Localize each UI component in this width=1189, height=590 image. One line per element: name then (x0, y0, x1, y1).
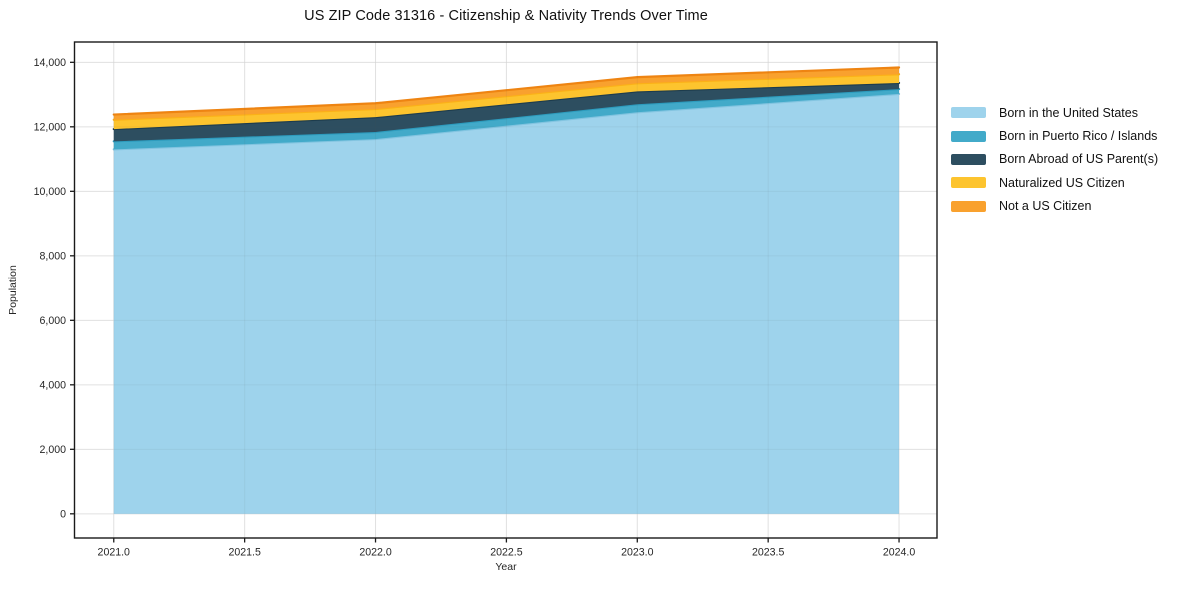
y-tick-label: 2,000 (39, 444, 66, 456)
x-tick-label: 2023.0 (621, 547, 654, 559)
legend-swatch-icon (951, 200, 986, 212)
legend-label: Naturalized US Citizen (999, 175, 1125, 190)
area-edge-line (112, 66, 901, 116)
y-tick-label: 0 (60, 508, 66, 520)
area-born-in-the-united-states (113, 93, 900, 514)
legend-item: Naturalized US Citizen (951, 171, 1158, 194)
axes-frame (73, 41, 938, 539)
chart-title: US ZIP Code 31316 - Citizenship & Nativi… (304, 8, 708, 24)
y-tick-label: 10,000 (34, 186, 67, 198)
legend-item: Born in the United States (951, 101, 1158, 124)
legend-item: Born Abroad of US Parent(s) (951, 148, 1158, 171)
legend-label: Born Abroad of US Parent(s) (999, 152, 1159, 167)
y-tick-label: 4,000 (39, 379, 66, 391)
y-tick-label: 14,000 (34, 57, 67, 69)
legend-swatch-icon (951, 153, 986, 165)
x-tick-label: 2022.5 (490, 547, 523, 559)
legend-item: Born in Puerto Rico / Islands (951, 124, 1158, 147)
x-tick-label: 2022.0 (359, 547, 392, 559)
legend-swatch-icon (951, 177, 986, 189)
area-naturalized-us-citizen (113, 74, 900, 130)
y-tick-label: 12,000 (34, 121, 67, 133)
x-tick-label: 2021.0 (98, 547, 131, 559)
x-tick-label: 2023.5 (752, 547, 785, 559)
legend-item: Not a US Citizen (951, 195, 1158, 218)
legend-swatch-icon (951, 107, 986, 119)
x-tick-label: 2024.0 (883, 547, 916, 559)
legend-label: Born in the United States (999, 105, 1138, 120)
legend-label: Born in Puerto Rico / Islands (999, 129, 1158, 144)
legend-swatch-icon (951, 130, 986, 142)
area-born-abroad-of-us-parent-s- (113, 82, 900, 142)
x-axis-title: Year (495, 561, 517, 573)
legend: Born in the United States Born in Puerto… (951, 101, 1158, 218)
x-tick-label: 2021.5 (228, 547, 261, 559)
y-tick-label: 6,000 (39, 315, 66, 327)
legend-label: Not a US Citizen (999, 199, 1092, 214)
area-edge-line (112, 87, 901, 143)
y-tick-label: 8,000 (39, 250, 66, 262)
